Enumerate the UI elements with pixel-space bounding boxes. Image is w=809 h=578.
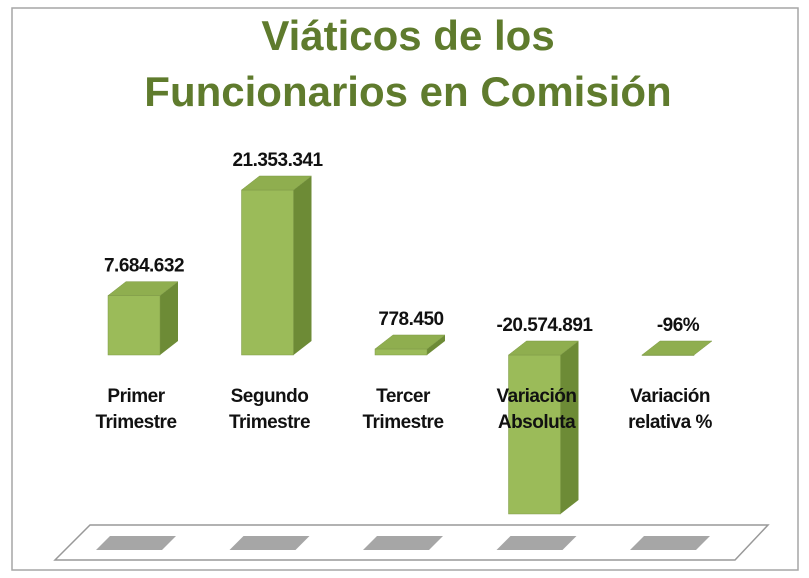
floor-shadow	[96, 536, 176, 550]
floor-shadow	[229, 536, 310, 550]
bar-side	[560, 341, 579, 514]
bar	[374, 334, 446, 356]
bar-front	[241, 189, 294, 356]
bar-top	[240, 175, 313, 191]
value-label: 7.684.632	[104, 256, 184, 277]
bar	[641, 340, 713, 356]
floor-shadow	[630, 536, 710, 550]
value-label: -20.574.891	[497, 315, 594, 336]
x-tick-label: Segundo Trimestre	[228, 386, 311, 433]
chart-border	[11, 7, 799, 571]
value-label: 21.353.341	[232, 150, 323, 171]
x-tick-label: Variación relativa %	[628, 386, 712, 433]
chart-title: Funcionarios en Comisión	[144, 68, 671, 115]
value-label: 778.450	[378, 309, 443, 330]
bar-side	[427, 334, 445, 355]
x-tick-label: Variación Absoluta	[496, 386, 578, 433]
bar-front	[508, 354, 561, 515]
x-tick-label: Tercer Trimestre	[362, 386, 444, 433]
bar-side	[160, 281, 178, 355]
bar-front	[374, 348, 428, 356]
floor-shadow	[363, 536, 443, 550]
bar	[107, 281, 179, 356]
bar-top	[507, 340, 580, 356]
bar	[507, 340, 580, 515]
bar-top	[107, 281, 179, 296]
bar-top	[374, 334, 446, 350]
floor-shadow	[496, 536, 577, 550]
x-tick-label: Primer Trimestre	[95, 386, 177, 433]
value-label: -96%	[657, 315, 700, 336]
bar-side	[293, 176, 312, 355]
chart-title: Viáticos de los	[261, 12, 554, 59]
bar	[240, 175, 313, 356]
bar-top	[641, 340, 713, 356]
bar-front	[107, 295, 161, 356]
